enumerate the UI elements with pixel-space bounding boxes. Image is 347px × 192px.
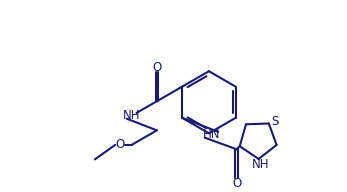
Text: O: O (115, 138, 125, 151)
Text: O: O (152, 61, 161, 74)
Text: NH: NH (252, 158, 269, 171)
Text: S: S (271, 115, 278, 128)
Text: NH: NH (123, 109, 141, 122)
Text: HN: HN (203, 128, 220, 141)
Text: O: O (232, 177, 241, 190)
